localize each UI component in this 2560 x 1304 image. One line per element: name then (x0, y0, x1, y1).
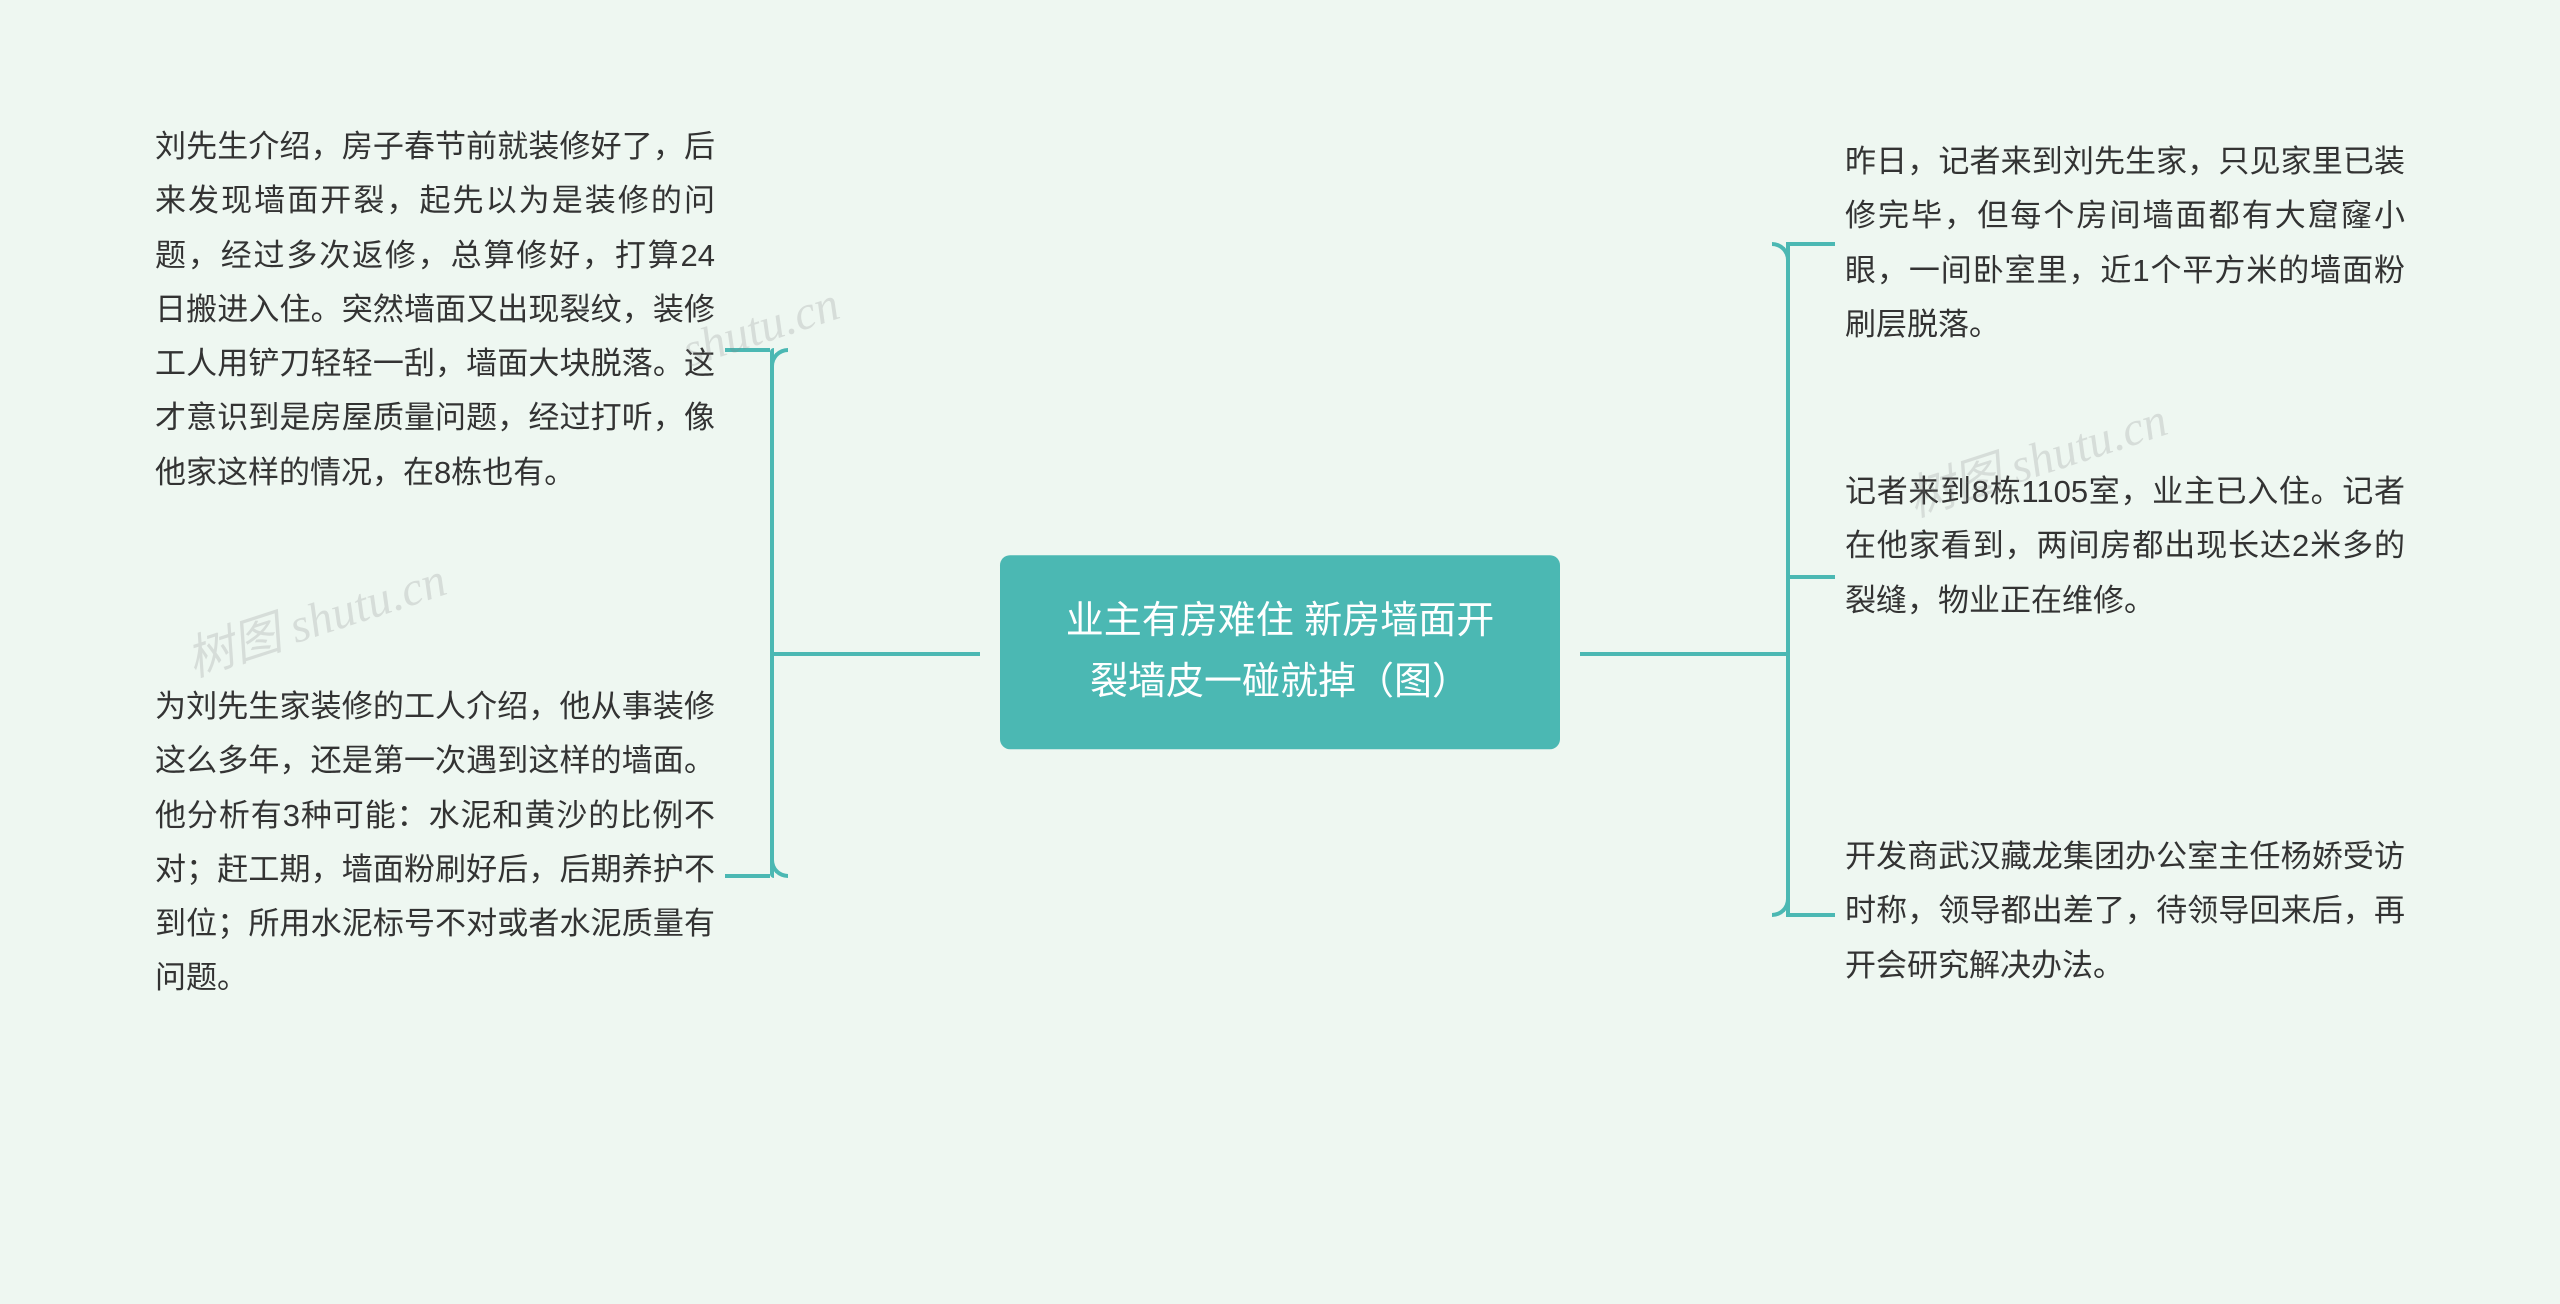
right-node-3[interactable]: 开发商武汉藏龙集团办公室主任杨娇受访时称，领导都出差了，待领导回来后，再开会研究… (1845, 830, 2405, 993)
left-node-1[interactable]: 刘先生介绍，房子春节前就装修好了，后来发现墙面开裂，起先以为是装修的问题，经过多… (155, 120, 715, 500)
connector (1790, 575, 1835, 579)
connector (770, 652, 980, 656)
connector (1786, 242, 1790, 917)
mindmap-container: 业主有房难住 新房墙面开裂墙皮一碰就掉（图） 刘先生介绍，房子春节前就装修好了，… (0, 0, 2560, 1304)
right-node-2[interactable]: 记者来到8栋1105室，业主已入住。记者在他家看到，两间房都出现长达2米多的裂缝… (1845, 465, 2405, 628)
connector (1580, 652, 1790, 656)
connector (725, 348, 770, 352)
connector (1790, 913, 1835, 917)
left-node-2[interactable]: 为刘先生家装修的工人介绍，他从事装修这么多年，还是第一次遇到这样的墙面。他分析有… (155, 680, 715, 1006)
connector (725, 874, 770, 878)
right-node-1[interactable]: 昨日，记者来到刘先生家，只见家里已装修完毕，但每个房间墙面都有大窟窿小眼，一间卧… (1845, 135, 2405, 352)
connector (1790, 242, 1835, 246)
watermark: 树图 shutu.cn (176, 540, 454, 690)
connector (770, 348, 774, 878)
center-node[interactable]: 业主有房难住 新房墙面开裂墙皮一碰就掉（图） (1000, 555, 1560, 749)
